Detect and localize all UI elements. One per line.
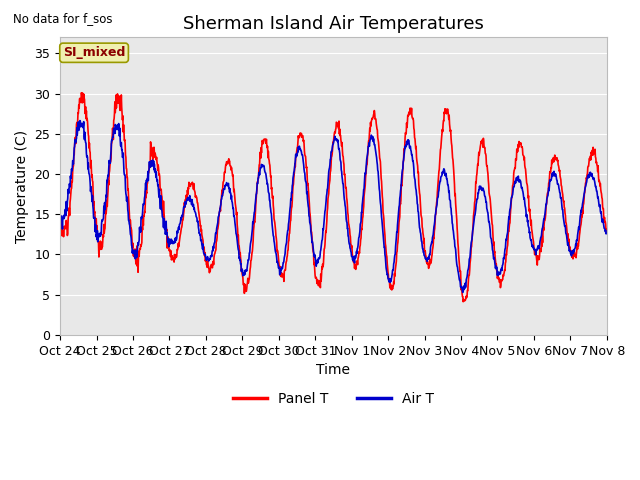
Panel T — [460, 299, 467, 305]
Panel T — [77, 90, 85, 96]
Air T — [459, 289, 467, 295]
Panel T — [239, 282, 247, 288]
Air T — [56, 218, 64, 224]
Panel T — [165, 243, 173, 249]
Legend: Panel T, Air T: Panel T, Air T — [227, 386, 440, 411]
Panel T — [490, 250, 498, 255]
Air T — [539, 225, 547, 230]
Panel T — [603, 227, 611, 232]
Panel T — [539, 240, 547, 245]
Panel T — [179, 222, 186, 228]
Text: No data for f_sos: No data for f_sos — [13, 12, 112, 25]
Line: Air T: Air T — [60, 120, 607, 292]
X-axis label: Time: Time — [317, 363, 351, 377]
Air T — [239, 271, 247, 277]
Air T — [603, 230, 611, 236]
Y-axis label: Temperature (C): Temperature (C) — [15, 130, 29, 243]
Air T — [490, 256, 498, 262]
Line: Panel T: Panel T — [60, 93, 607, 302]
Air T — [179, 212, 186, 218]
Title: Sherman Island Air Temperatures: Sherman Island Air Temperatures — [183, 15, 484, 33]
Air T — [419, 246, 426, 252]
Air T — [76, 118, 84, 123]
Text: SI_mixed: SI_mixed — [63, 46, 125, 59]
Panel T — [56, 218, 64, 224]
Air T — [165, 244, 173, 250]
Panel T — [419, 226, 426, 232]
